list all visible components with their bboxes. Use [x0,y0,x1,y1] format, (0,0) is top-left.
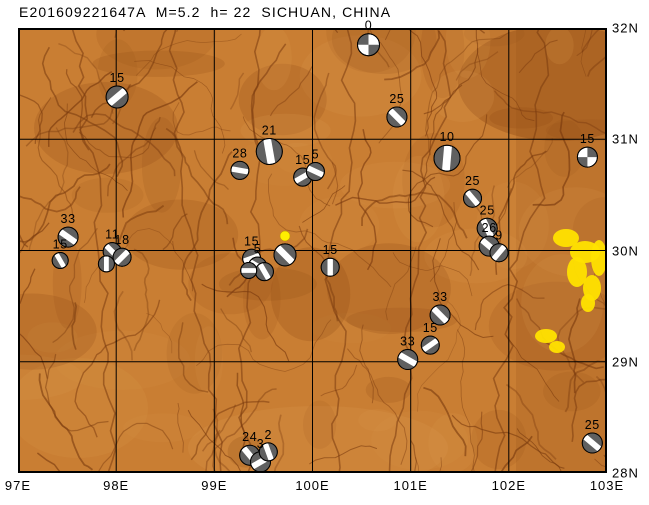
depth-label: 25 [465,174,480,188]
depth-label: 28 [232,146,247,160]
focal-mechanism [305,162,325,181]
map-frame [18,28,607,473]
x-tick-label: 102E [491,478,527,493]
focal-mechanism [112,247,132,267]
depth-label: 15 [323,243,338,257]
x-tick-label: 100E [295,478,330,493]
x-tick-label: 98E [103,478,130,493]
x-tick-label: 103E [589,478,625,493]
map-area: 0 15 25 21 28 10 15 15 5 25 25 26 9 33 15 11 18 15 5 15 33 15… [18,19,607,473]
focal-mechanism [397,349,419,370]
focal-mechanism [255,138,283,165]
depth-label: 25 [585,418,600,432]
depth-label: 15 [244,234,259,248]
y-tick-label: 30N [612,243,639,258]
focal-mechanism [386,106,408,128]
depth-label: 11 [105,228,119,242]
focal-mechanism [97,255,115,273]
focal-mechanism [57,226,79,248]
depth-label: 15 [580,132,595,146]
focal-mechanism [420,335,440,355]
x-tick-label: 99E [201,478,228,493]
focal-mechanism [105,85,129,109]
depth-label: 9 [495,229,503,243]
x-tick-label: 97E [4,478,32,493]
depth-label: 18 [115,233,130,247]
epicenter-marker [279,230,291,242]
focal-mechanism [463,188,482,208]
depth-label: 15 [53,238,68,252]
depth-label: 5 [312,148,320,162]
focal-mechanism [489,243,509,263]
depth-label: 33 [61,212,76,226]
focal-mechanism [576,146,598,168]
depth-label: 24 [242,430,257,444]
depth-label: 33 [400,335,415,349]
depth-label: 15 [423,321,438,335]
focal-mechanism [581,432,603,454]
y-tick-label: 28N [612,465,639,481]
depth-label: 21 [262,124,277,138]
focal-mechanism [429,304,451,326]
depth-label: 15 [295,153,310,167]
focal-mechanism [320,257,340,277]
y-tick-label: 32N [612,20,639,36]
depth-label: 33 [433,290,448,304]
y-tick-label: 29N [612,354,639,370]
y-tick-label: 31N [612,131,639,147]
depth-label: 26 [482,221,497,235]
depth-label: 0 [365,19,373,33]
depth-label: 2 [265,428,273,442]
depth-label: 5 [254,242,262,256]
map-title: E201609221647A M=5.2 h= 22 SICHUAN, CHIN… [19,4,392,20]
focal-mechanism [273,243,297,267]
depth-label: 25 [480,203,495,217]
depth-label: 3 [257,437,265,451]
focal-mechanism [240,262,258,279]
depth-label: 10 [439,130,454,144]
focal-mechanism [258,442,278,462]
focal-mechanism [51,252,69,269]
focal-mechanism [230,160,250,180]
x-tick-label: 101E [393,478,428,493]
focal-mechanism [433,144,461,172]
focal-mechanism [254,262,274,282]
focal-mechanism [357,33,380,57]
depth-label: 25 [389,92,404,106]
depth-label: 15 [110,71,125,85]
